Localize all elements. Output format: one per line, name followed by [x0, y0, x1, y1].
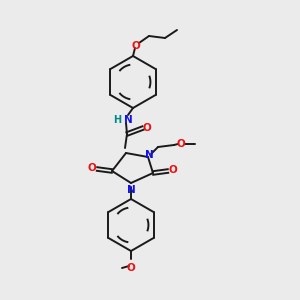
Text: O: O: [177, 139, 185, 149]
Text: N: N: [124, 115, 133, 125]
Text: N: N: [127, 185, 135, 195]
Text: H: H: [113, 115, 121, 125]
Text: O: O: [132, 41, 140, 51]
Text: O: O: [169, 165, 177, 175]
Text: N: N: [145, 150, 153, 160]
Text: O: O: [88, 163, 96, 173]
Text: O: O: [142, 123, 152, 133]
Text: O: O: [127, 263, 135, 273]
